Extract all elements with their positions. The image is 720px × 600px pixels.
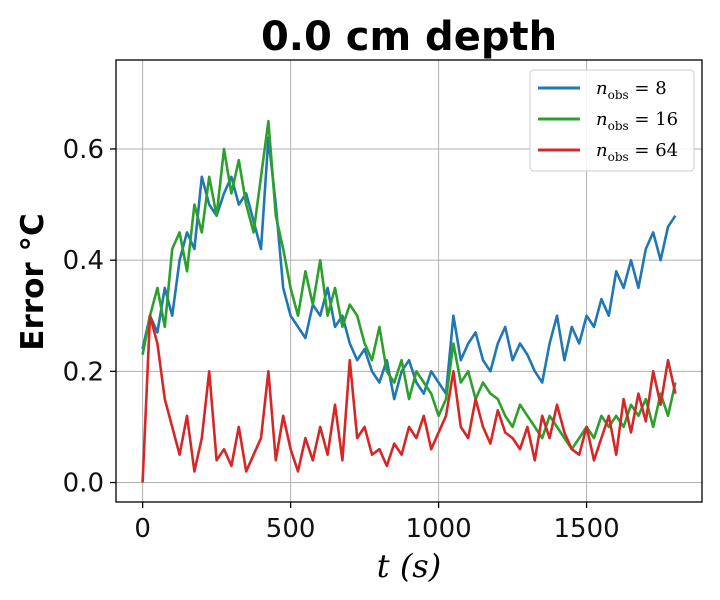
legend: nobs = 8 nobs = 16 nobs = 64 [529, 69, 695, 172]
legend-box [529, 69, 695, 172]
legend-label-0: nobs = 8 [596, 78, 667, 102]
x-tick-label-1: 500 [266, 514, 316, 544]
y-tick-label-2: 0.4 [63, 246, 104, 276]
x-tick-label-0: 0 [134, 514, 151, 544]
y-axis-label: Error °C [15, 213, 51, 350]
y-tick-label-3: 0.6 [63, 135, 104, 165]
plot-area-frame [115, 59, 703, 503]
series-line-2 [141, 314, 677, 483]
series-layer [141, 119, 677, 483]
y-tick-label-1: 0.2 [63, 357, 104, 387]
legend-label-2: nobs = 64 [596, 140, 678, 164]
axis-ticks: 0 500 1000 1500 0.0 0.2 0.4 0.6 [63, 135, 620, 544]
x-axis-label: t (s) [377, 547, 441, 585]
x-tick-label-3: 1500 [553, 514, 619, 544]
x-tick-label-2: 1000 [406, 514, 472, 544]
y-tick-label-0: 0.0 [63, 469, 104, 499]
chart-title: 0.0 cm depth [261, 14, 557, 60]
legend-label-1: nobs = 16 [596, 109, 678, 133]
series-line-0 [141, 136, 677, 401]
